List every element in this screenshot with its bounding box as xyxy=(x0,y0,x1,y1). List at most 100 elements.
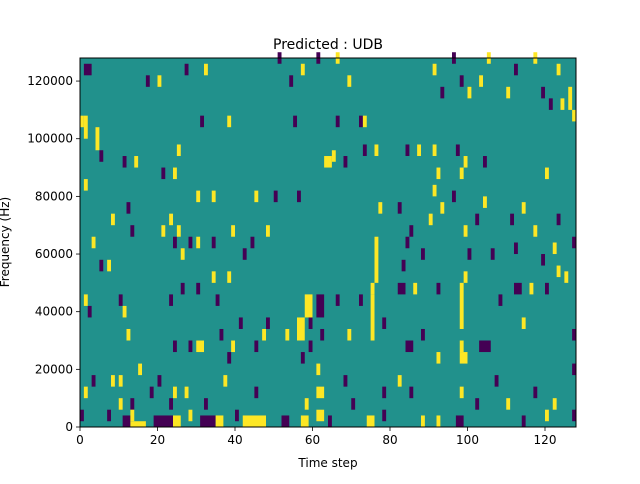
heatmap-cell-high xyxy=(533,225,538,237)
heatmap-cell-high xyxy=(568,86,573,110)
heatmap-cell-high xyxy=(227,271,232,283)
heatmap-cell-high xyxy=(285,328,290,341)
heatmap-cell-high xyxy=(184,386,189,399)
heatmap-cell-high xyxy=(521,202,526,214)
heatmap-cell-high xyxy=(483,196,487,208)
heatmap-cell-high xyxy=(169,213,174,226)
heatmap-cell-high xyxy=(479,75,484,87)
heatmap-cell-high xyxy=(459,282,464,329)
heatmap-cell-high xyxy=(215,415,224,427)
heatmap-cell-low xyxy=(242,248,247,260)
heatmap-cell-high xyxy=(130,421,146,427)
heatmap-cell-high xyxy=(262,328,267,341)
heatmap-cell-high xyxy=(304,398,309,410)
heatmap-cell-low xyxy=(281,415,290,427)
heatmap-cell-high xyxy=(300,415,309,427)
heatmap-cell-high xyxy=(300,63,305,76)
x-tick-label: 40 xyxy=(227,433,242,447)
heatmap-cell-high xyxy=(316,386,325,399)
heatmap-cell-high xyxy=(556,265,561,278)
heatmap-cell-low xyxy=(328,415,332,427)
heatmap-cell-high xyxy=(428,213,433,226)
heatmap-cell-high xyxy=(126,328,131,341)
heatmap-cell-high xyxy=(196,190,201,203)
heatmap-cell-high xyxy=(111,213,115,226)
heatmap-cell-low xyxy=(91,375,96,387)
heatmap-cell-high xyxy=(316,363,321,376)
heatmap-cell-high xyxy=(572,109,577,122)
heatmap-cell-high xyxy=(432,63,437,76)
heatmap-cell-low xyxy=(300,352,305,364)
x-tick-label: 60 xyxy=(305,433,320,447)
heatmap-cell-high xyxy=(83,115,88,139)
heatmap-cell-low xyxy=(87,305,92,318)
heatmap-cell-high xyxy=(254,190,259,203)
heatmap-cell-high xyxy=(196,236,201,249)
heatmap-cell-high xyxy=(552,398,557,410)
heatmap-cell-high xyxy=(564,271,569,283)
heatmap-cell-high xyxy=(432,184,437,197)
y-tick-label: 100000 xyxy=(27,132,73,146)
heatmap-cell-low xyxy=(173,236,177,249)
heatmap-cell-low xyxy=(362,144,367,157)
heatmap-cell-high xyxy=(161,225,166,237)
heatmap-cell-high xyxy=(95,127,100,151)
heatmap-cell-low xyxy=(169,398,174,410)
heatmap-cell-low xyxy=(494,375,499,387)
heatmap-cell-high xyxy=(506,398,511,410)
heatmap-cell-high xyxy=(370,282,375,295)
heatmap-cell-low xyxy=(122,156,127,168)
heatmap-cell-low xyxy=(397,282,406,295)
heatmap-cell-high xyxy=(467,86,472,99)
heatmap-cell-low xyxy=(188,236,193,249)
heatmap-cell-high xyxy=(324,156,332,168)
heatmap-cell-low xyxy=(273,190,278,203)
heatmap-cell-low xyxy=(316,294,325,318)
heatmap-cell-high xyxy=(459,352,468,364)
heatmap-cell-high xyxy=(362,115,367,128)
heatmap-cell-low xyxy=(533,386,538,399)
heatmap-cell-low xyxy=(514,242,518,255)
heatmap-cell-low xyxy=(541,86,546,99)
heatmap-cell-high xyxy=(91,236,96,249)
y-tick-label: 20000 xyxy=(35,362,73,376)
heatmap-cell-high xyxy=(459,340,464,353)
heatmap-cell-low xyxy=(99,259,104,272)
heatmap-cell-low xyxy=(343,375,348,387)
heatmap-cell-high xyxy=(118,375,123,387)
heatmap-cell-low xyxy=(308,340,313,353)
heatmap-cell-high xyxy=(432,144,437,157)
heatmap-cell-high xyxy=(440,202,445,214)
heatmap-cell-high xyxy=(436,167,441,180)
heatmap-cell-high xyxy=(529,282,534,295)
heatmap-cell-high xyxy=(188,409,193,422)
heatmap-cell-low xyxy=(409,225,414,237)
heatmap-cell-low xyxy=(215,294,220,306)
heatmap-cell-high xyxy=(370,294,375,341)
heatmap-cell-low xyxy=(188,340,193,353)
heatmap-cell-low xyxy=(467,248,472,260)
heatmap-cell-high xyxy=(83,294,88,306)
heatmap-cell-high xyxy=(463,225,468,237)
heatmap-cell-high xyxy=(118,398,123,410)
heatmap-cell-low xyxy=(343,156,348,168)
heatmap-cell-high xyxy=(413,282,418,295)
chart-title: Predicted : UDB xyxy=(273,37,383,53)
heatmap-cell-low xyxy=(475,213,480,226)
heatmap-cell-low xyxy=(211,236,216,249)
heatmap-cell-low xyxy=(320,328,325,341)
heatmap-cell-high xyxy=(122,305,127,318)
plot-frame xyxy=(79,57,577,428)
heatmap-cell-high xyxy=(417,144,422,157)
heatmap-cell-high xyxy=(304,294,313,318)
heatmap-cell-high xyxy=(560,98,565,110)
x-tick-label: 80 xyxy=(382,433,397,447)
heatmap-cell-low xyxy=(572,409,577,422)
plot-area xyxy=(79,52,577,428)
heatmap-cell-high xyxy=(436,415,441,427)
heatmap-cell-high xyxy=(545,167,549,180)
heatmap-cell-low xyxy=(572,236,577,249)
heatmap-cell-high xyxy=(223,375,228,387)
heatmap-cell-low xyxy=(405,340,414,353)
